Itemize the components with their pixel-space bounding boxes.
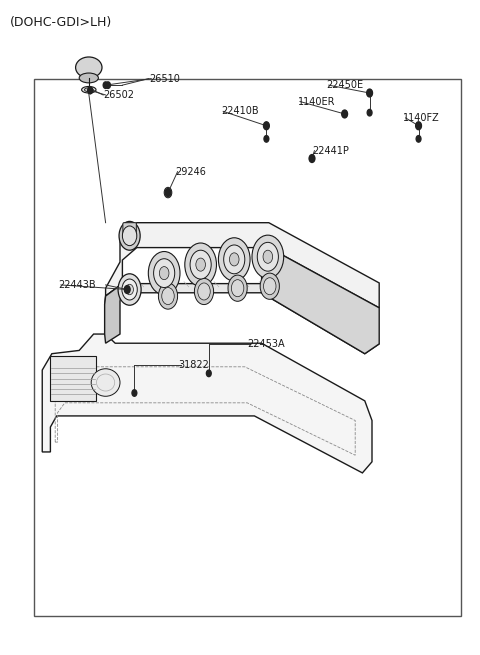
- Circle shape: [224, 245, 245, 274]
- Circle shape: [229, 253, 239, 266]
- Circle shape: [264, 136, 269, 142]
- Circle shape: [165, 189, 171, 196]
- Circle shape: [252, 235, 284, 278]
- Text: 22450E: 22450E: [326, 80, 363, 90]
- Ellipse shape: [91, 369, 120, 396]
- Circle shape: [125, 286, 130, 293]
- Circle shape: [159, 267, 169, 280]
- Circle shape: [166, 189, 170, 196]
- Circle shape: [88, 87, 93, 94]
- Ellipse shape: [82, 86, 96, 93]
- Polygon shape: [105, 284, 122, 343]
- Text: 1140ER: 1140ER: [298, 96, 335, 107]
- Circle shape: [342, 111, 347, 117]
- Text: 1140FZ: 1140FZ: [403, 113, 440, 123]
- Circle shape: [264, 122, 269, 129]
- Circle shape: [194, 278, 214, 305]
- Circle shape: [118, 274, 141, 305]
- Polygon shape: [105, 284, 379, 354]
- Text: (DOHC-GDI>LH): (DOHC-GDI>LH): [10, 16, 112, 29]
- Circle shape: [154, 259, 175, 288]
- Circle shape: [342, 110, 348, 118]
- FancyBboxPatch shape: [123, 223, 136, 237]
- Circle shape: [162, 288, 174, 305]
- Circle shape: [264, 122, 269, 130]
- Text: 22410B: 22410B: [221, 106, 258, 117]
- Circle shape: [126, 284, 133, 295]
- Circle shape: [367, 89, 372, 97]
- Text: 22441P: 22441P: [312, 145, 349, 156]
- Circle shape: [416, 122, 421, 130]
- Circle shape: [119, 221, 140, 250]
- Circle shape: [231, 280, 244, 297]
- Text: 22453A: 22453A: [247, 339, 285, 349]
- Circle shape: [257, 242, 278, 271]
- Bar: [34, 79, 461, 616]
- Circle shape: [310, 155, 314, 162]
- Circle shape: [260, 273, 279, 299]
- Circle shape: [198, 283, 210, 300]
- Circle shape: [148, 252, 180, 295]
- Ellipse shape: [84, 88, 93, 92]
- Circle shape: [158, 283, 178, 309]
- Circle shape: [103, 82, 108, 88]
- Circle shape: [263, 250, 273, 263]
- Text: 22443B: 22443B: [59, 280, 96, 290]
- Circle shape: [228, 275, 247, 301]
- Polygon shape: [42, 334, 372, 473]
- Circle shape: [132, 390, 137, 396]
- Text: 29246: 29246: [175, 166, 206, 177]
- Circle shape: [190, 250, 211, 279]
- Circle shape: [185, 243, 216, 286]
- Circle shape: [124, 286, 130, 293]
- Circle shape: [88, 87, 93, 94]
- Ellipse shape: [79, 73, 98, 83]
- Polygon shape: [106, 223, 379, 308]
- Circle shape: [106, 82, 110, 88]
- Circle shape: [196, 258, 205, 271]
- Circle shape: [416, 122, 421, 129]
- Polygon shape: [262, 248, 379, 354]
- Text: 26510: 26510: [149, 73, 180, 84]
- Circle shape: [218, 238, 250, 281]
- Circle shape: [416, 136, 421, 142]
- Text: 26502: 26502: [103, 90, 134, 100]
- Circle shape: [309, 155, 315, 162]
- Circle shape: [164, 187, 172, 198]
- Circle shape: [122, 226, 137, 246]
- Circle shape: [206, 370, 211, 377]
- Circle shape: [122, 279, 137, 300]
- Circle shape: [367, 90, 372, 96]
- Circle shape: [167, 191, 169, 195]
- Circle shape: [367, 109, 372, 116]
- Bar: [50, 356, 96, 401]
- Text: 31822: 31822: [179, 360, 209, 370]
- Circle shape: [264, 278, 276, 295]
- Ellipse shape: [75, 57, 102, 78]
